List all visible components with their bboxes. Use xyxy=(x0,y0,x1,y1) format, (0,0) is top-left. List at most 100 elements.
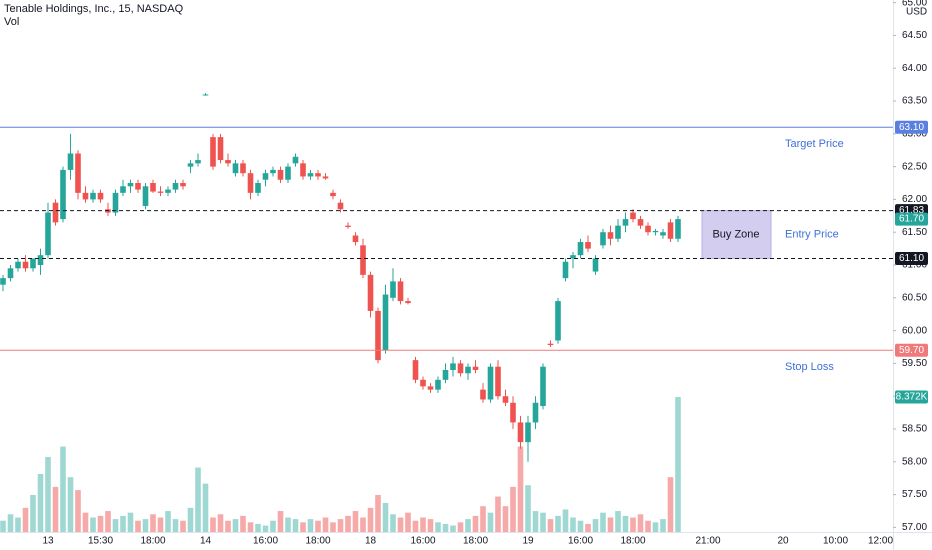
y-tick-label: 58.50 xyxy=(902,424,927,435)
last-volume-label: 8.372K xyxy=(896,392,928,403)
volume-bar xyxy=(390,514,396,532)
volume-bar xyxy=(600,512,606,532)
candle-body xyxy=(345,225,351,227)
x-tick-label: 14 xyxy=(200,536,212,547)
candle-body xyxy=(480,389,486,400)
x-tick-label: 18 xyxy=(365,536,377,547)
volume-bar xyxy=(367,507,374,532)
candle-body xyxy=(442,369,449,380)
candle-body xyxy=(465,366,471,374)
y-tick-label: 62.50 xyxy=(902,161,927,172)
candle-body xyxy=(195,160,201,164)
candle-body xyxy=(97,192,104,200)
volume-bar xyxy=(292,519,299,532)
y-tick-label: 65.00 xyxy=(902,0,927,8)
volume-bar xyxy=(247,522,254,532)
volume-bar xyxy=(157,517,164,532)
candle-body xyxy=(37,255,44,266)
volume-bar xyxy=(382,502,389,532)
candle-body xyxy=(652,230,659,233)
candle-body xyxy=(60,169,66,220)
volume-bar xyxy=(165,511,171,532)
x-tick-label: 19 xyxy=(522,536,534,547)
candle-body xyxy=(30,258,36,269)
volume-bar xyxy=(592,519,599,532)
y-tick-label: 63.50 xyxy=(902,96,927,107)
candle-body xyxy=(675,219,681,239)
x-tick-label: 18:00 xyxy=(463,536,488,547)
volume-bar xyxy=(187,507,194,532)
candle-body xyxy=(547,343,554,346)
x-tick-label: 16:00 xyxy=(568,536,593,547)
candle-body xyxy=(285,166,291,180)
volume-bar xyxy=(577,520,584,532)
candle-body xyxy=(450,363,456,370)
x-tick-label: 18:00 xyxy=(140,536,165,547)
level-price-label: 59.70 xyxy=(899,345,924,356)
volume-bar xyxy=(585,523,591,532)
candle-body xyxy=(457,363,464,374)
volume-bar xyxy=(397,517,404,532)
volume-bar xyxy=(255,523,261,532)
volume-bar xyxy=(615,511,621,532)
currency-label[interactable]: USD xyxy=(906,7,927,18)
candle-body xyxy=(525,422,531,443)
candle-body xyxy=(15,261,21,269)
volume-bar xyxy=(172,519,179,532)
volume-bar xyxy=(52,486,59,532)
candle-body xyxy=(172,183,179,190)
candle-body xyxy=(510,402,516,423)
level-name: Target Price xyxy=(785,138,844,150)
candle-body xyxy=(367,274,374,311)
candle-body xyxy=(255,183,261,193)
volume-bar xyxy=(22,507,29,532)
candle-body xyxy=(487,366,494,400)
volume-bar xyxy=(202,483,209,532)
volume-bar xyxy=(60,446,66,532)
volume-bar xyxy=(667,477,674,532)
volume-bar xyxy=(195,467,201,532)
volume-bar xyxy=(300,522,306,532)
candle-body xyxy=(45,212,51,256)
volume-bar xyxy=(67,477,74,532)
last-price-box xyxy=(895,212,928,226)
volume-bar xyxy=(217,514,224,532)
candle-body xyxy=(645,225,651,233)
volume-bar xyxy=(277,511,284,532)
volume-bar xyxy=(225,520,231,532)
x-tick-label: 12:00 xyxy=(868,536,893,547)
candle-body xyxy=(262,173,269,180)
volume-bar xyxy=(502,506,509,532)
y-tick-label: 58.00 xyxy=(902,456,927,467)
volume-bar xyxy=(285,517,291,532)
candle-body xyxy=(622,219,629,226)
buy-zone xyxy=(701,210,772,259)
level-name: Stop Loss xyxy=(785,361,834,373)
candle-body xyxy=(277,169,284,180)
volume-bar xyxy=(427,519,434,532)
volume-bar xyxy=(495,496,501,532)
volume-bar xyxy=(375,494,381,532)
x-tick-label: 16:00 xyxy=(253,536,278,547)
y-tick-label: 60.00 xyxy=(902,325,927,336)
candle-body xyxy=(52,202,59,223)
level-price-box xyxy=(895,120,928,134)
candle-body xyxy=(337,202,344,210)
volume-bar xyxy=(37,473,44,532)
candle-body xyxy=(472,366,479,370)
candle-body xyxy=(225,160,231,164)
candle-body xyxy=(75,153,81,193)
candle-body xyxy=(165,189,171,193)
candle-body xyxy=(427,386,434,390)
y-tick-label: 59.50 xyxy=(902,358,927,369)
volume-bar xyxy=(180,520,186,532)
candle-body xyxy=(360,245,366,275)
volume-bar xyxy=(150,514,156,532)
volume-bar xyxy=(525,485,531,532)
volume-bar xyxy=(322,517,329,532)
volume-bar xyxy=(517,446,524,532)
volume-bar xyxy=(487,512,494,532)
volume-bar xyxy=(120,515,126,532)
candle-body xyxy=(0,278,6,285)
volume-bar xyxy=(270,520,276,532)
